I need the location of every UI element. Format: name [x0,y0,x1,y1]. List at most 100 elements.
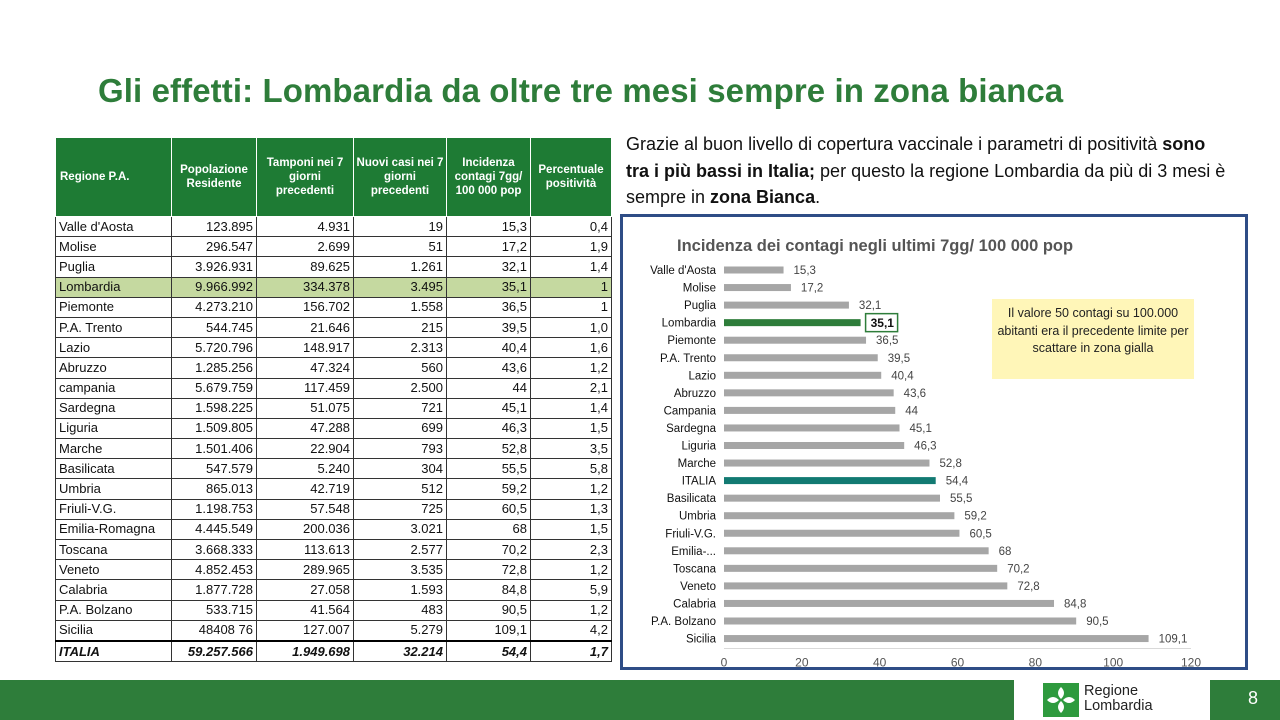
intro-emphasis: zona Bianca [710,187,816,207]
table-cell: 289.965 [256,559,354,581]
table-cell: 3.535 [353,559,447,581]
bar [724,494,940,502]
table-cell: 40,4 [446,337,531,359]
table-cell: 304 [353,458,447,480]
category-label: Campania [664,405,717,417]
table-cell: 865.013 [171,478,257,500]
table-cell: 51 [353,236,447,258]
table-cell: 2,1 [530,377,612,399]
region-name-cell: Molise [55,236,172,258]
table-row: Calabria 1.877.728 27.058 1.593 84,8 5,9 [55,579,612,601]
table-cell: 47.324 [256,357,354,379]
bar [724,547,989,555]
intro-text: Grazie al buon livello di copertura vacc… [626,134,1163,154]
table-row: Molise 296.547 2.699 51 17,2 1,9 [55,236,612,258]
value-label: 36,5 [876,335,898,347]
table-cell: 68 [446,518,531,541]
table-cell: 59,2 [446,478,531,500]
bar [724,284,791,292]
category-label: Lazio [689,370,717,382]
value-label: 46,3 [914,441,936,453]
table-cell: 544.745 [171,316,257,339]
table-row: Liguria 1.509.805 47.288 699 46,3 1,5 [55,417,612,440]
table-row: Sardegna 1.598.225 51.075 721 45,1 1,4 [55,397,612,419]
table-cell: 148.917 [256,337,354,359]
table-cell: 1,5 [530,417,612,440]
value-label: 54,4 [946,476,969,488]
bar [724,266,784,274]
table-cell: 5.679.759 [171,377,257,399]
region-name-cell: Abruzzo [55,357,172,379]
table-row: P.A. Bolzano 533.715 41.564 483 90,5 1,2 [55,599,612,621]
bar [724,564,998,572]
value-label: 70,2 [1007,563,1029,575]
region-name-cell: Sardegna [55,397,172,419]
region-name-cell: Umbria [55,478,172,500]
region-name-cell: Piemonte [55,296,172,318]
logo-line: Regione [1084,683,1139,699]
region-name-cell: Toscana [55,538,172,561]
table-cell: 156.702 [256,296,354,318]
table-cell: 35,1 [446,276,531,298]
region-name-cell: P.A. Trento [55,316,172,339]
table-row: Toscana 3.668.333 113.613 2.577 70,2 2,3 [55,538,612,561]
table-cell: 60,5 [446,498,531,520]
table-cell: 1.598.225 [171,397,257,419]
table-cell: 793 [353,438,447,460]
table-header-cell: Popolazione Residente [171,137,257,217]
incidence-bar-chart: Incidenza dei contagi negli ultimi 7gg/ … [650,237,1201,667]
region-name-cell: Basilicata [55,458,172,480]
bar [724,424,900,432]
table-cell: 1.285.256 [171,357,257,379]
table-cell: 1,6 [530,337,612,359]
table-cell: 1.558 [353,296,447,318]
table-cell: 483 [353,599,447,621]
category-label: Molise [683,283,716,295]
table-cell: 3.021 [353,518,447,541]
table-cell: 42.719 [256,478,354,500]
table-row: Umbria 865.013 42.719 512 59,2 1,2 [55,478,612,500]
regione-lombardia-logo-icon [1043,683,1079,717]
table-header-cell: Incidenza contagi 7gg/ 100 000 pop [446,137,531,217]
bar [724,635,1149,643]
table-cell: 84,8 [446,579,531,601]
bar [724,477,936,485]
value-label: 35,1 [871,316,895,330]
table-cell: 17,2 [446,236,531,258]
table-cell: 2.500 [353,377,447,399]
category-label: Friuli-V.G. [665,528,716,540]
table-cell: 1,4 [530,256,612,278]
bar [724,336,867,344]
category-label: Valle d'Aosta [650,265,717,277]
table-cell: 113.613 [256,538,354,561]
category-label: Abruzzo [674,388,716,400]
table-header-cell: Tamponi nei 7 giorni precedenti [256,137,354,217]
table-cell: 1,2 [530,478,612,500]
regions-table: Regione P.A. Popolazione Residente Tampo… [55,137,612,663]
bar [724,389,894,397]
slide-title: Gli effetti: Lombardia da oltre tre mesi… [98,72,1064,109]
table-cell: 1,3 [530,498,612,520]
region-name-cell: Friuli-V.G. [55,498,172,520]
table-row: Abruzzo 1.285.256 47.324 560 43,6 1,2 [55,357,612,379]
table-cell: 2.577 [353,538,447,561]
bar [724,354,878,362]
category-label: Veneto [680,581,716,593]
table-cell: 4.852.453 [171,559,257,581]
table-cell: 1,9 [530,236,612,258]
table-cell: 4.445.549 [171,518,257,541]
table-cell: 547.579 [171,458,257,480]
table-cell: 52,8 [446,438,531,460]
category-label: Marche [678,458,716,470]
table-cell: 123.895 [171,215,257,238]
table-cell: 9.966.992 [171,276,257,298]
table-cell: 3,5 [530,438,612,460]
region-name-cell: ITALIA [55,639,172,663]
region-name-cell: Sicilia [55,619,172,642]
table-cell: 43,6 [446,357,531,379]
table-cell: 3.495 [353,276,447,298]
value-label: 84,8 [1064,598,1086,610]
bar [724,442,905,449]
table-cell: 721 [353,397,447,419]
table-cell: 51.075 [256,397,354,419]
